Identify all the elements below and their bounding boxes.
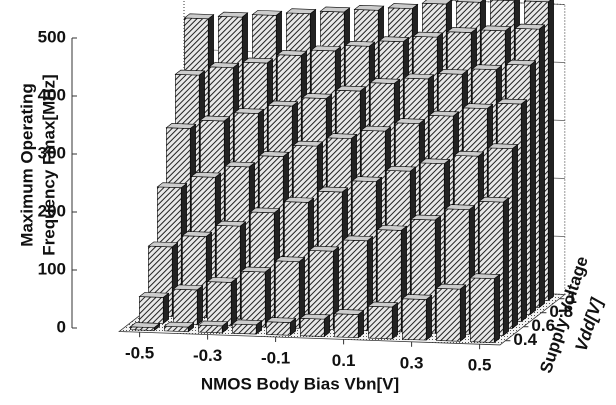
y-tick-label: 500: [38, 27, 66, 46]
y-axis-label: Frequency Fmax[MHz]: [39, 74, 58, 255]
bar: [265, 317, 297, 336]
bar: [197, 320, 229, 334]
bar: [469, 273, 501, 344]
z-tick-label: 0.6: [531, 316, 555, 335]
y-tick-label: 0: [57, 317, 66, 336]
plot-area: 0 100 200 300 400 500 -0.5 -0.3 -0.1 0.1 0.3 0.5 0.4…: [38, 0, 577, 375]
bar: [401, 294, 433, 341]
x-axis-label: NMOS Body Bias Vbn[V]: [201, 374, 399, 393]
x-tick-label: -0.1: [261, 348, 290, 367]
bar: [231, 319, 263, 335]
bar: [206, 277, 238, 327]
bar: [240, 266, 272, 328]
bar: [333, 309, 365, 339]
bar: [172, 284, 204, 326]
x-tick-label: -0.5: [125, 344, 154, 363]
bar: [435, 283, 467, 342]
x-tick-label: 0.5: [468, 356, 492, 375]
z-tick-label: 0.4: [513, 330, 537, 349]
z-tick-label: 1: [567, 288, 576, 307]
y-tick-label: 300: [38, 143, 66, 162]
bar: [299, 313, 331, 338]
bar: [308, 245, 340, 331]
y-tick-label: 400: [38, 85, 66, 104]
y-tick-label: 100: [38, 259, 66, 278]
x-tick-label: -0.3: [193, 346, 222, 365]
y-tick-label: 200: [38, 201, 66, 220]
bar: [367, 301, 399, 340]
y-axis-label: Maximum Operating: [17, 83, 36, 246]
bar: [129, 322, 161, 332]
x-tick-label: 0.1: [332, 351, 356, 370]
z-tick-label: 0.8: [549, 302, 573, 321]
bar: [163, 321, 195, 333]
bar: [138, 292, 170, 325]
bar: [274, 256, 306, 329]
x-tick-label: 0.3: [400, 353, 424, 372]
